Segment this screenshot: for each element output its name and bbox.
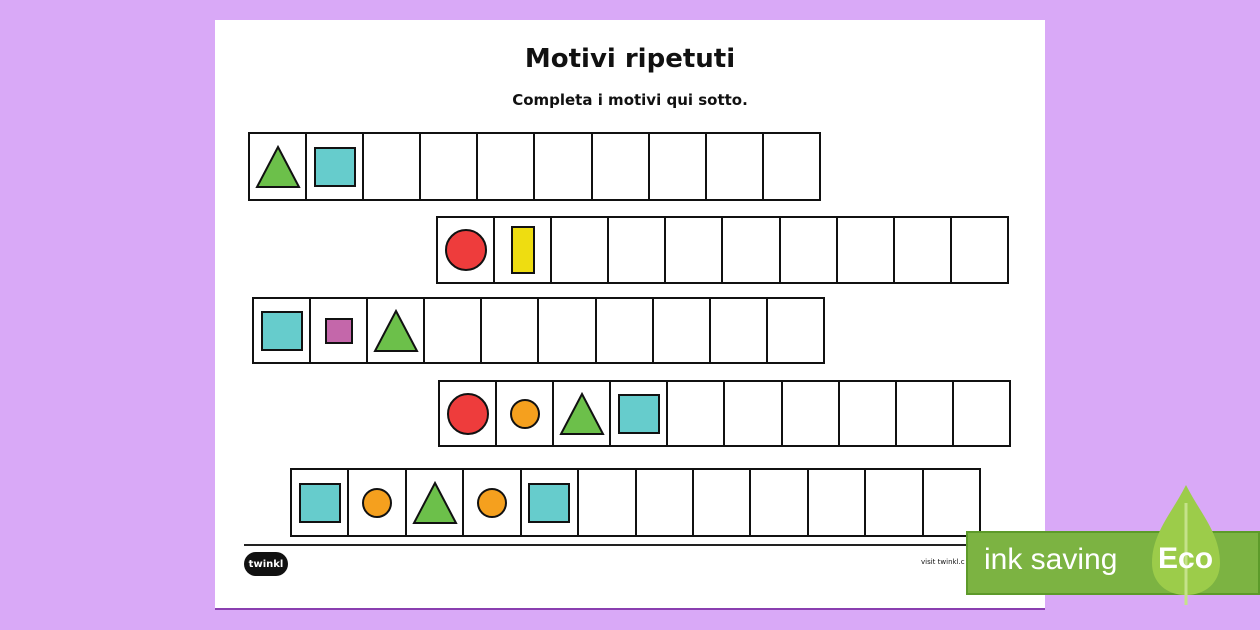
pattern-row [438,380,1011,447]
empty-cell[interactable] [954,382,1011,445]
twinkl-logo: twinkl [244,552,288,576]
pattern-cell [438,218,496,282]
pattern-cell [522,470,580,535]
pattern-row [436,216,1009,284]
square-shape [528,482,571,523]
empty-cell[interactable] [694,470,752,535]
pattern-cell [407,470,465,535]
square-shape [260,310,303,351]
pattern-cell [307,134,365,199]
page-title: Motivi ripetuti [524,44,736,74]
empty-cell[interactable] [579,470,637,535]
empty-cell[interactable] [840,382,897,445]
empty-cell[interactable] [725,382,783,445]
empty-cell[interactable] [666,218,724,282]
empty-cell[interactable] [654,299,711,362]
empty-cell[interactable] [924,470,982,535]
pattern-cell [611,382,669,445]
pattern-cell [349,470,407,535]
ink-saving-label: ink saving [984,543,1118,576]
leaf-icon [1152,485,1220,605]
empty-cell[interactable] [668,382,726,445]
instructions: Completa i motivi qui sotto. [512,91,748,109]
visit-text: visit twinkl.c [921,558,965,566]
empty-cell[interactable] [768,299,825,362]
pattern-row [290,468,982,537]
triangle-shape [411,480,458,524]
pattern-cell [464,470,522,535]
empty-cell[interactable] [552,218,610,282]
empty-cell[interactable] [364,134,422,199]
empty-cell[interactable] [723,218,781,282]
empty-cell[interactable] [425,299,483,362]
small-square-shape [324,317,353,344]
empty-cell[interactable] [809,470,867,535]
empty-cell[interactable] [593,134,650,199]
pattern-cell [440,382,498,445]
empty-cell[interactable] [597,299,654,362]
eco-label: Eco [1158,542,1214,575]
pattern-cell [554,382,612,445]
empty-cell[interactable] [421,134,479,199]
empty-cell[interactable] [650,134,707,199]
pattern-row [248,132,821,201]
empty-cell[interactable] [711,299,768,362]
empty-cell[interactable] [952,218,1009,282]
triangle-shape [559,391,605,435]
pattern-cell [292,470,350,535]
empty-cell[interactable] [751,470,809,535]
square-shape [617,393,660,434]
triangle-shape [373,308,419,352]
small-circle-shape [509,398,540,429]
empty-cell[interactable] [478,134,536,199]
empty-cell[interactable] [897,382,954,445]
pattern-cell [368,299,426,362]
empty-cell[interactable] [866,470,924,535]
empty-cell[interactable] [482,299,540,362]
small-circle-shape [476,487,507,518]
empty-cell[interactable] [535,134,593,199]
small-circle-shape [362,487,393,518]
empty-cell[interactable] [637,470,694,535]
empty-cell[interactable] [764,134,821,199]
empty-cell[interactable] [781,218,838,282]
footer-divider [244,544,1034,546]
circle-shape [444,229,487,271]
triangle-shape [254,144,301,188]
square-shape [313,146,356,187]
empty-cell[interactable] [895,218,952,282]
empty-cell[interactable] [783,382,840,445]
pattern-cell [311,299,369,362]
rect-shape [510,226,535,274]
empty-cell[interactable] [838,218,895,282]
empty-cell[interactable] [707,134,764,199]
pattern-cell [497,382,555,445]
circle-shape [446,392,489,435]
empty-cell[interactable] [539,299,597,362]
pattern-cell [495,218,553,282]
pattern-cell [254,299,312,362]
square-shape [298,482,341,523]
empty-cell[interactable] [609,218,667,282]
pattern-cell [250,134,308,199]
pattern-row [252,297,825,364]
